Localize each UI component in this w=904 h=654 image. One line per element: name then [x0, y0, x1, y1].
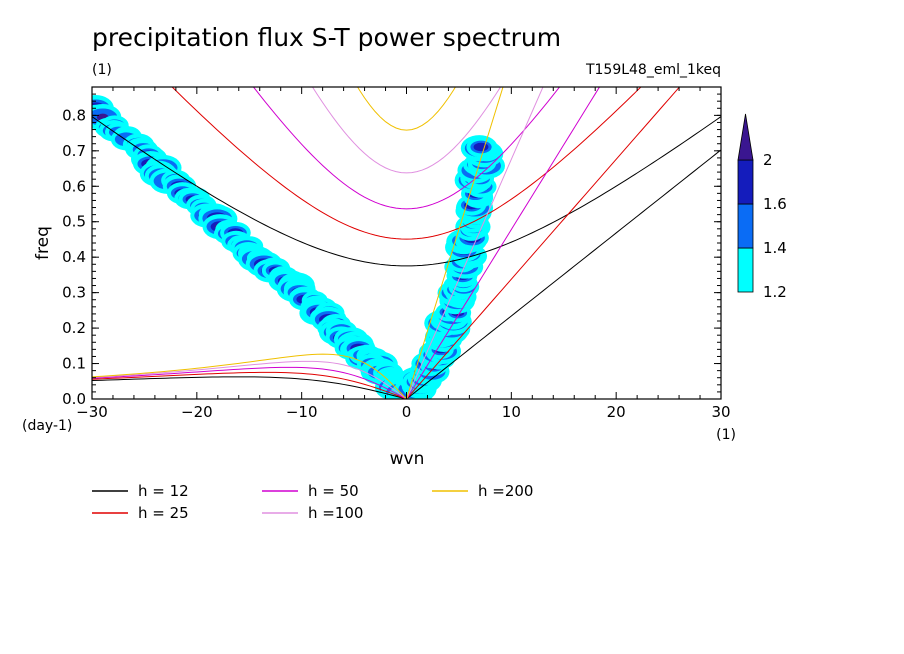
gravity-curve — [171, 87, 642, 240]
chart-title: precipitation flux S-T power spectrum — [92, 23, 561, 52]
y-tick-label: 0.8 — [62, 106, 86, 124]
legend-label: h = 50 — [308, 482, 359, 500]
colorbar-segment — [737, 203, 754, 249]
gravity-curve — [92, 116, 721, 267]
colorbar-label: 1.6 — [763, 195, 787, 213]
x-tick-label: 30 — [711, 403, 730, 421]
y-tick-label: 0.1 — [62, 355, 86, 373]
rossby-curve — [92, 360, 407, 399]
y-tick-label: 0.4 — [62, 248, 86, 266]
y-unit-label: (day-1) — [22, 418, 72, 434]
x-tick-labels: −30 −20 −10 0 10 20 30 — [76, 403, 730, 421]
colorbar-label: 1.2 — [763, 283, 787, 301]
colorbar: 1.2 1.4 1.6 2 — [737, 113, 787, 301]
contour-level-3 — [473, 142, 489, 152]
gravity-curve — [252, 87, 561, 210]
x-tick-label: −20 — [181, 403, 213, 421]
kelvin-curve — [406, 87, 544, 399]
x-tick-label: 10 — [502, 403, 521, 421]
dispersion-curves — [92, 87, 721, 399]
rossby-curve — [92, 376, 407, 399]
colorbar-label: 1.4 — [763, 239, 787, 257]
subtitle-left: (1) — [92, 62, 112, 78]
legend-label: h =200 — [478, 482, 533, 500]
x-tick-label: −10 — [286, 403, 318, 421]
gravity-curve — [311, 87, 502, 174]
y-tick-label: 0.3 — [62, 284, 86, 302]
x-tick-label: 20 — [607, 403, 626, 421]
kelvin-curve — [406, 87, 601, 399]
colorbar-extend-arrow — [737, 113, 754, 161]
kelvin-curve — [406, 149, 721, 399]
colorbar-label: 2 — [763, 151, 773, 169]
legend-label: h = 12 — [138, 482, 189, 500]
subtitle-right: T159L48_eml_1keq — [585, 62, 721, 78]
y-tick-label: 0.0 — [62, 390, 86, 408]
legend-label: h =100 — [308, 504, 363, 522]
x-tick-label: −30 — [76, 403, 108, 421]
y-tick-label: 0.5 — [62, 213, 86, 231]
y-tick-label: 0.7 — [62, 142, 86, 160]
rossby-curve — [92, 353, 407, 399]
gravity-curve — [357, 87, 456, 131]
y-tick-labels: 0.0 0.1 0.2 0.3 0.4 0.5 0.6 0.7 0.8 — [62, 106, 86, 408]
y-axis-label: freq — [33, 226, 53, 260]
kelvin-curve — [406, 87, 681, 399]
x-axis-label: wvn — [390, 449, 425, 469]
rossby-curve — [92, 371, 407, 399]
y-tick-label: 0.2 — [62, 319, 86, 337]
axis-ticks — [91, 87, 722, 400]
legend: h = 12 h = 25 h = 50 h =100 h =200 — [92, 482, 533, 522]
x-unit-label: (1) — [716, 427, 736, 443]
kelvin-curve — [406, 87, 504, 399]
plot-frame — [91, 86, 722, 400]
legend-label: h = 25 — [138, 504, 189, 522]
colorbar-segment — [737, 159, 754, 205]
rossby-curve — [92, 366, 407, 399]
power-contours — [92, 95, 505, 399]
x-tick-label: 0 — [402, 403, 412, 421]
colorbar-segment — [737, 247, 754, 293]
y-tick-label: 0.6 — [62, 177, 86, 195]
